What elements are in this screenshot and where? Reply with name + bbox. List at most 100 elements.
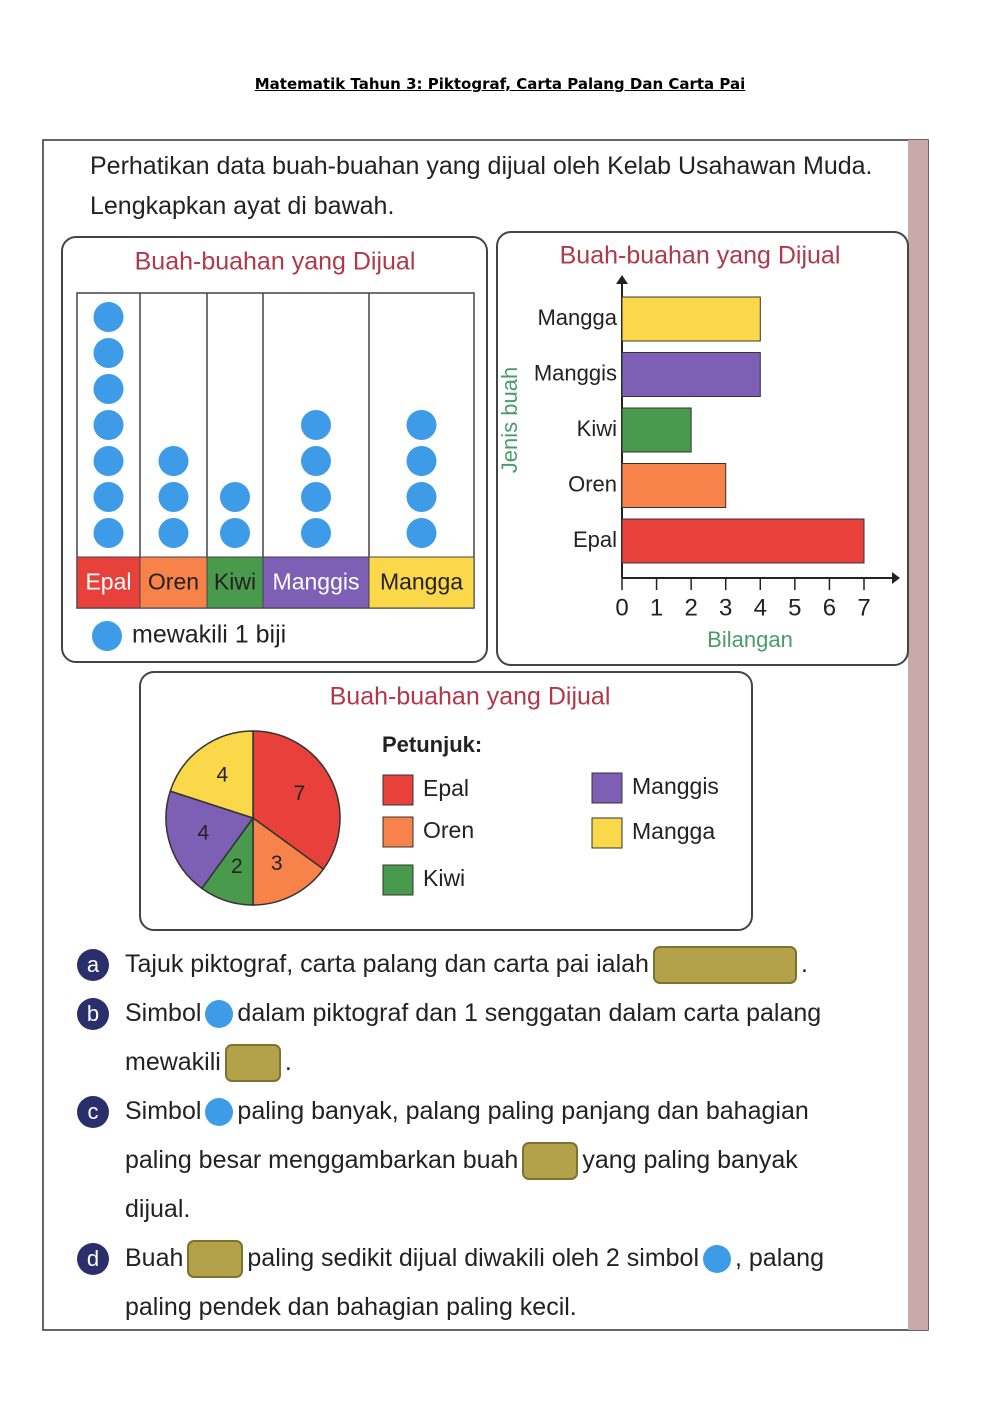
y-tick-label: Epal bbox=[573, 527, 617, 552]
y-tick-label: Mangga bbox=[537, 305, 617, 330]
x-tick-label: 4 bbox=[754, 594, 767, 621]
pie-box bbox=[139, 671, 753, 931]
x-tick-label: 6 bbox=[823, 594, 836, 621]
instruction: Perhatikan data buah-buahan yang dijual … bbox=[90, 152, 873, 180]
answer-blank[interactable] bbox=[187, 1240, 244, 1279]
x-tick-label: 1 bbox=[650, 594, 663, 621]
answer-blank[interactable] bbox=[522, 1142, 579, 1181]
category-label: Manggis bbox=[273, 569, 360, 595]
question-letter: d bbox=[77, 1243, 109, 1275]
answer-blank[interactable] bbox=[224, 1044, 281, 1083]
y-axis-arrow bbox=[616, 275, 628, 284]
y-tick-label: Kiwi bbox=[577, 416, 617, 441]
question-text: paling banyak, palang paling panjang dan… bbox=[125, 1097, 809, 1174]
x-tick-label: 7 bbox=[857, 594, 870, 621]
legend-label: Kiwi bbox=[423, 865, 465, 891]
question: c Simbol paling banyak, palang paling panj… bbox=[75, 1087, 835, 1234]
legend-swatch bbox=[591, 772, 623, 804]
slice-label: 2 bbox=[231, 855, 243, 878]
bar bbox=[621, 463, 727, 508]
legend-swatch bbox=[591, 817, 623, 849]
pictograph-symbol bbox=[301, 446, 331, 476]
pictograph-box bbox=[61, 236, 488, 663]
chart-title: Buah-buahan yang Dijual bbox=[560, 242, 841, 270]
chart-title: Buah-buahan yang Dijual bbox=[135, 248, 416, 276]
slice-label: 7 bbox=[294, 782, 306, 805]
y-axis-label: Jenis buah bbox=[497, 367, 522, 473]
pie-slice bbox=[165, 790, 255, 890]
legend-label: Mangga bbox=[632, 818, 715, 844]
category-label: Epal bbox=[85, 569, 131, 595]
bar bbox=[621, 352, 761, 397]
pictograph-symbol bbox=[93, 482, 124, 512]
legend-swatch bbox=[382, 774, 414, 806]
answer-blank[interactable] bbox=[652, 946, 797, 985]
bar bbox=[621, 518, 865, 564]
question: b Simbol dalam piktograf dan 1 senggatan d… bbox=[75, 989, 835, 1087]
question-text: Simbol bbox=[125, 1097, 202, 1125]
pictograph-symbol bbox=[301, 410, 331, 440]
key-symbol bbox=[92, 621, 122, 651]
slice-label: 3 bbox=[271, 852, 283, 875]
question-letter: b bbox=[77, 998, 109, 1030]
category-cell bbox=[368, 556, 475, 609]
category-label: Oren bbox=[148, 569, 199, 595]
question-text: paling sedikit dijual diwakili oleh 2 si… bbox=[247, 1244, 700, 1272]
pictograph-symbol bbox=[158, 446, 189, 476]
category-label: Mangga bbox=[380, 569, 463, 595]
question-text: dalam piktograf dan 1 senggatan dalam ca… bbox=[125, 999, 822, 1076]
x-tick-label: 0 bbox=[615, 594, 628, 621]
question-text: . bbox=[800, 950, 808, 978]
symbol-icon bbox=[703, 1245, 732, 1274]
legend-title: Petunjuk: bbox=[382, 732, 482, 757]
chart-title: Buah-buahan yang Dijual bbox=[330, 683, 611, 711]
x-tick-label: 3 bbox=[719, 594, 732, 621]
pictograph-symbol bbox=[93, 374, 124, 404]
x-axis-label: Bilangan bbox=[707, 627, 793, 652]
y-tick-label: Manggis bbox=[534, 360, 617, 385]
question-letter: a bbox=[77, 949, 109, 981]
pictograph-symbol bbox=[158, 482, 189, 512]
question-text: Tajuk piktograf, carta palang dan carta … bbox=[125, 950, 649, 978]
x-tick-label: 5 bbox=[788, 594, 801, 621]
pictograph-symbol bbox=[406, 410, 437, 440]
pie-slice bbox=[252, 730, 341, 871]
slice-label: 4 bbox=[216, 763, 228, 786]
pictograph-symbol bbox=[220, 482, 250, 512]
question: a Tajuk piktograf, carta palang dan carta… bbox=[75, 940, 835, 989]
question-letter: c bbox=[77, 1096, 109, 1128]
question-text: yang paling banyak dijual. bbox=[125, 1146, 798, 1223]
bar bbox=[621, 296, 761, 342]
category-cell bbox=[76, 556, 141, 609]
x-axis-arrow bbox=[892, 572, 900, 584]
bar-box bbox=[496, 231, 909, 666]
symbol-icon bbox=[205, 1000, 234, 1029]
pictograph-symbol bbox=[158, 518, 189, 548]
legend-label: Epal bbox=[423, 775, 469, 801]
y-tick-label: Oren bbox=[568, 471, 617, 496]
pictograph-symbol bbox=[93, 302, 124, 332]
category-cell bbox=[206, 556, 264, 609]
question-text: Simbol bbox=[125, 999, 202, 1027]
pictograph-symbol bbox=[406, 482, 437, 512]
key-text: mewakili 1 biji bbox=[132, 621, 286, 649]
pictograph-symbol bbox=[301, 518, 331, 548]
x-tick-label: 2 bbox=[684, 594, 697, 621]
pictograph-symbol bbox=[406, 446, 437, 476]
question-text: . bbox=[284, 1048, 292, 1076]
questions: a Tajuk piktograf, carta palang dan carta… bbox=[75, 940, 835, 1332]
page-title: Matematik Tahun 3: Piktograf, Carta Pala… bbox=[254, 75, 746, 93]
symbol-icon bbox=[205, 1098, 234, 1127]
page-edge bbox=[908, 140, 928, 1330]
category-cell bbox=[262, 556, 370, 609]
bar bbox=[621, 407, 692, 453]
legend-swatch bbox=[382, 864, 414, 896]
legend-label: Oren bbox=[423, 817, 474, 843]
pictograph-symbol bbox=[93, 446, 124, 476]
pictograph-symbol bbox=[406, 518, 437, 548]
instruction: Lengkapkan ayat di bawah. bbox=[90, 192, 395, 220]
pictograph-symbol bbox=[220, 518, 250, 548]
slice-label: 4 bbox=[198, 822, 210, 845]
